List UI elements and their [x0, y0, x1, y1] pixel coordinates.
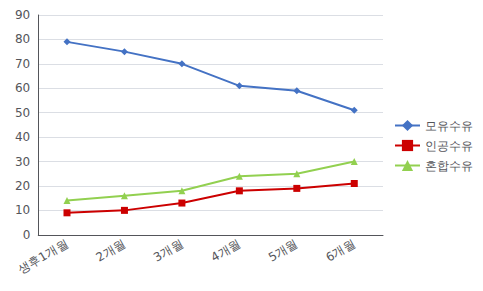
svg-text:20: 20 [15, 179, 30, 193]
svg-text:0: 0 [23, 228, 31, 242]
svg-text:3개월: 3개월 [151, 237, 185, 265]
svg-text:2개월: 2개월 [94, 237, 128, 265]
svg-text:30: 30 [15, 155, 30, 169]
svg-text:70: 70 [15, 57, 30, 71]
svg-text:모유수유: 모유수유 [425, 119, 473, 133]
svg-text:4개월: 4개월 [208, 237, 242, 265]
svg-text:5개월: 5개월 [266, 237, 300, 265]
svg-text:생후1개월: 생후1개월 [15, 237, 70, 277]
svg-text:80: 80 [15, 32, 30, 46]
svg-text:50: 50 [15, 106, 30, 120]
svg-text:90: 90 [15, 8, 30, 22]
svg-text:인공수유: 인공수유 [425, 139, 473, 153]
svg-text:40: 40 [15, 130, 30, 144]
svg-text:10: 10 [15, 203, 30, 217]
svg-text:혼합수유: 혼합수유 [425, 159, 473, 173]
svg-text:60: 60 [15, 81, 30, 95]
svg-text:6개월: 6개월 [323, 237, 357, 265]
